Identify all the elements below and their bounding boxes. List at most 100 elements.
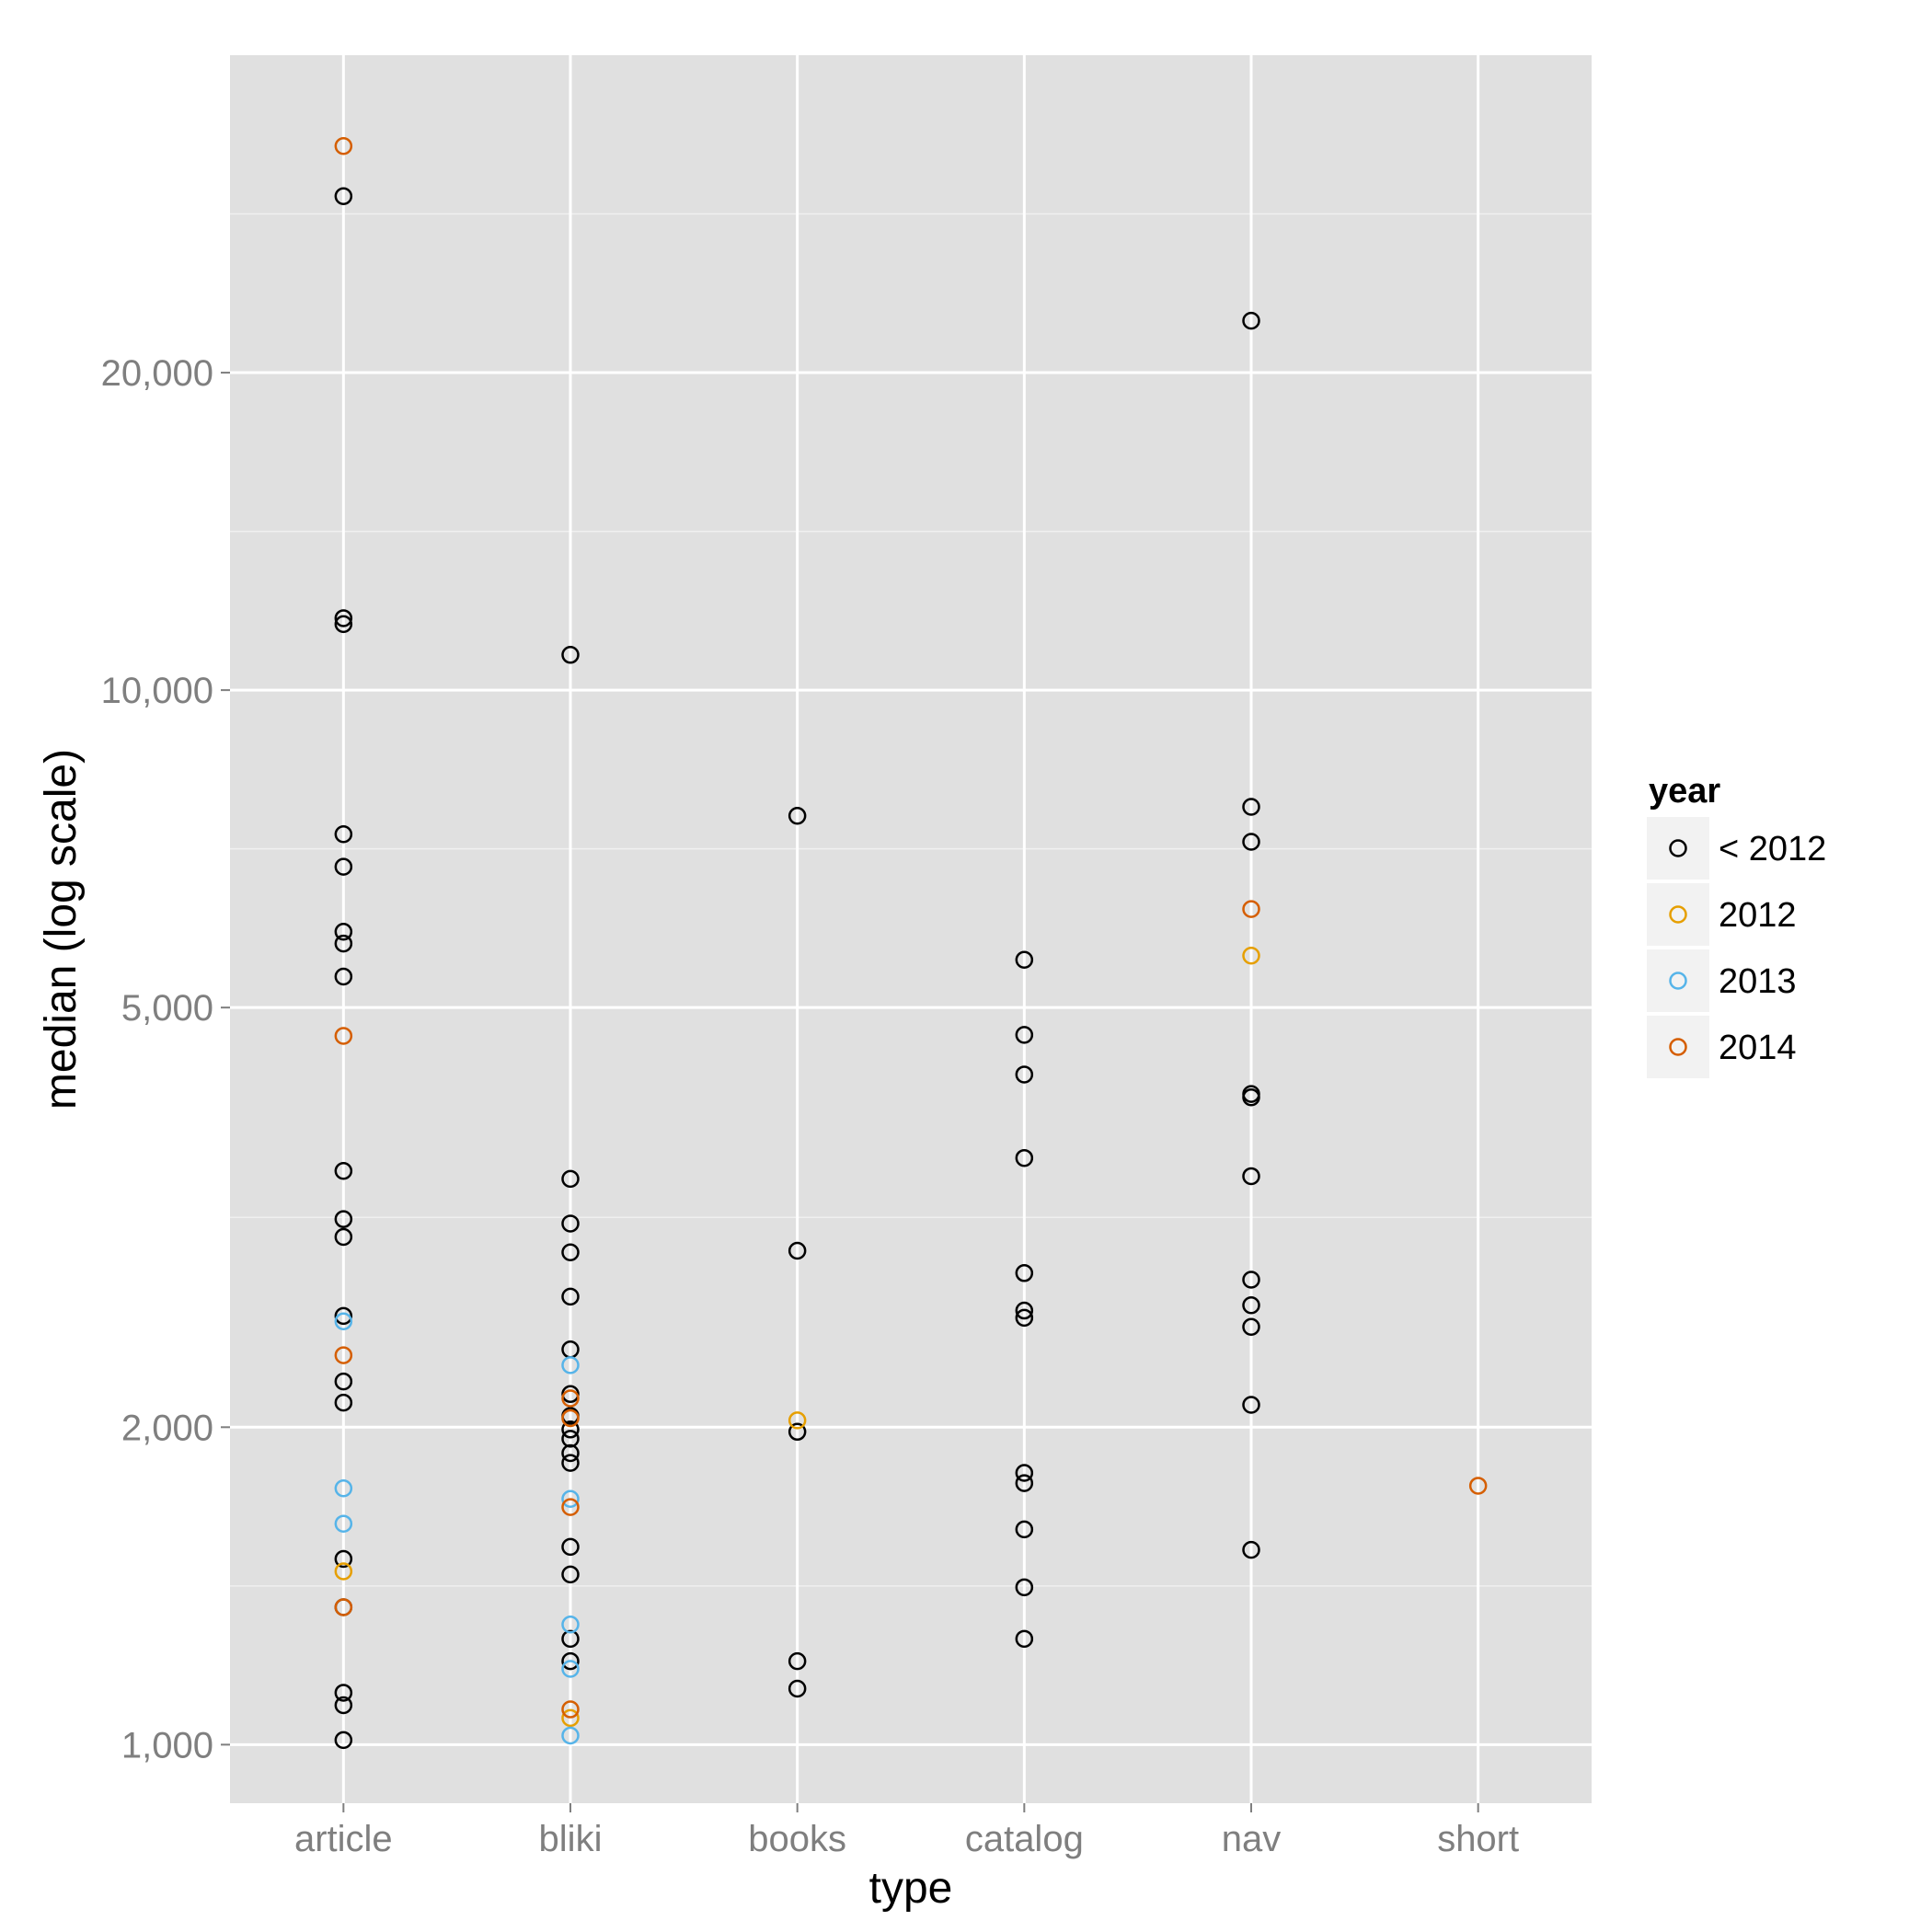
- data-point: [334, 1684, 353, 1702]
- data-point: [1015, 1065, 1034, 1084]
- legend-key: [1647, 883, 1709, 946]
- data-point: [334, 1514, 353, 1533]
- data-point: [788, 1411, 807, 1430]
- data-point: [334, 1731, 353, 1750]
- data-point: [561, 1356, 580, 1374]
- data-point: [1015, 1301, 1034, 1320]
- data-point: [1242, 833, 1260, 851]
- data-point: [561, 1420, 580, 1439]
- legend: year < 2012 2012 2013 2014: [1647, 772, 1826, 1078]
- x-tick-label: article: [294, 1819, 393, 1859]
- data-point: [1242, 900, 1260, 918]
- legend-label: 2014: [1719, 1029, 1797, 1067]
- data-point: [334, 857, 353, 876]
- data-point: [788, 1679, 807, 1698]
- y-tick-label: 1,000: [121, 1725, 213, 1765]
- data-point: [334, 1562, 353, 1581]
- legend-label: < 2012: [1719, 830, 1826, 868]
- x-tick-label: catalog: [965, 1819, 1084, 1859]
- data-point: [561, 1726, 580, 1745]
- data-point: [561, 1700, 580, 1719]
- data-point: [334, 609, 353, 627]
- data-point: [334, 615, 353, 634]
- data-point: [788, 806, 807, 825]
- legend-key-symbol: [1669, 839, 1687, 857]
- data-point: [1015, 950, 1034, 969]
- data-point: [334, 1027, 353, 1045]
- data-point: [1015, 1578, 1034, 1597]
- data-point: [334, 137, 353, 155]
- plot-panel: [230, 55, 1592, 1803]
- data-point: [334, 1598, 353, 1616]
- data-point: [561, 1169, 580, 1189]
- data-point: [1242, 1396, 1260, 1414]
- data-point: [334, 1549, 353, 1569]
- data-point: [334, 1306, 353, 1326]
- data-point: [561, 646, 580, 664]
- data-point: [561, 1565, 580, 1584]
- data-point: [561, 1537, 580, 1557]
- legend-label: 2012: [1719, 896, 1797, 935]
- x-tick-label: short: [1437, 1819, 1519, 1859]
- data-point: [334, 1479, 353, 1498]
- x-tick-label: nav: [1222, 1819, 1282, 1859]
- data-point: [334, 1210, 353, 1228]
- data-point: [334, 1227, 353, 1247]
- legend-key: [1647, 949, 1709, 1012]
- x-axis-title: type: [869, 1864, 953, 1913]
- legend-key: [1647, 1016, 1709, 1078]
- data-point: [334, 1312, 353, 1331]
- x-tick-label: books: [748, 1819, 846, 1859]
- data-point: [334, 1346, 353, 1364]
- data-point: [334, 1161, 353, 1180]
- data-point: [334, 1372, 353, 1391]
- legend-label: 2013: [1719, 962, 1797, 1001]
- legend-title: year: [1649, 772, 1720, 811]
- data-point: [561, 1489, 580, 1509]
- data-point: [561, 1708, 580, 1728]
- data-point: [1242, 311, 1260, 330]
- data-point: [334, 1696, 353, 1715]
- data-point: [1015, 1308, 1034, 1328]
- legend-key: [1647, 817, 1709, 880]
- data-point: [561, 1430, 580, 1448]
- y-tick-label: 2,000: [121, 1408, 213, 1448]
- data-point: [561, 1616, 580, 1634]
- data-point: [1242, 1540, 1260, 1559]
- data-point: [561, 1409, 580, 1428]
- data-point: [561, 1389, 580, 1408]
- legend-key-symbol: [1669, 1038, 1687, 1056]
- y-axis-ticks: 1,000 2,000 5,000 10,000 20,000: [101, 353, 230, 1765]
- legend-key-symbol: [1669, 905, 1687, 924]
- data-point: [334, 187, 353, 206]
- data-point: [334, 967, 353, 986]
- y-axis-title: median (log scale): [37, 749, 86, 1110]
- minor-gridlines: [230, 213, 1592, 1587]
- major-gridlines: [230, 55, 1592, 1803]
- data-point: [788, 1651, 807, 1671]
- data-point: [1242, 947, 1260, 965]
- data-point: [334, 923, 353, 941]
- data-point: [788, 1422, 807, 1442]
- data-point: [1015, 1264, 1034, 1282]
- data-point: [1015, 1629, 1034, 1649]
- data-point: [334, 1393, 353, 1412]
- data-point: [1015, 1148, 1034, 1167]
- data-point: [561, 1214, 580, 1233]
- data-points: [334, 137, 1488, 1750]
- x-tick-label: bliki: [539, 1819, 603, 1859]
- data-point: [1015, 1520, 1034, 1539]
- data-point: [1242, 798, 1260, 816]
- data-point: [561, 1660, 580, 1678]
- data-point: [1242, 1317, 1260, 1336]
- data-point: [1242, 1296, 1260, 1315]
- data-point: [334, 825, 353, 844]
- legend-key-symbol: [1669, 972, 1687, 990]
- data-point: [1242, 1087, 1260, 1107]
- y-tick-label: 20,000: [101, 353, 213, 394]
- data-point: [1242, 1271, 1260, 1289]
- data-point: [1015, 1474, 1034, 1492]
- data-point: [334, 934, 353, 953]
- data-point: [561, 1243, 580, 1261]
